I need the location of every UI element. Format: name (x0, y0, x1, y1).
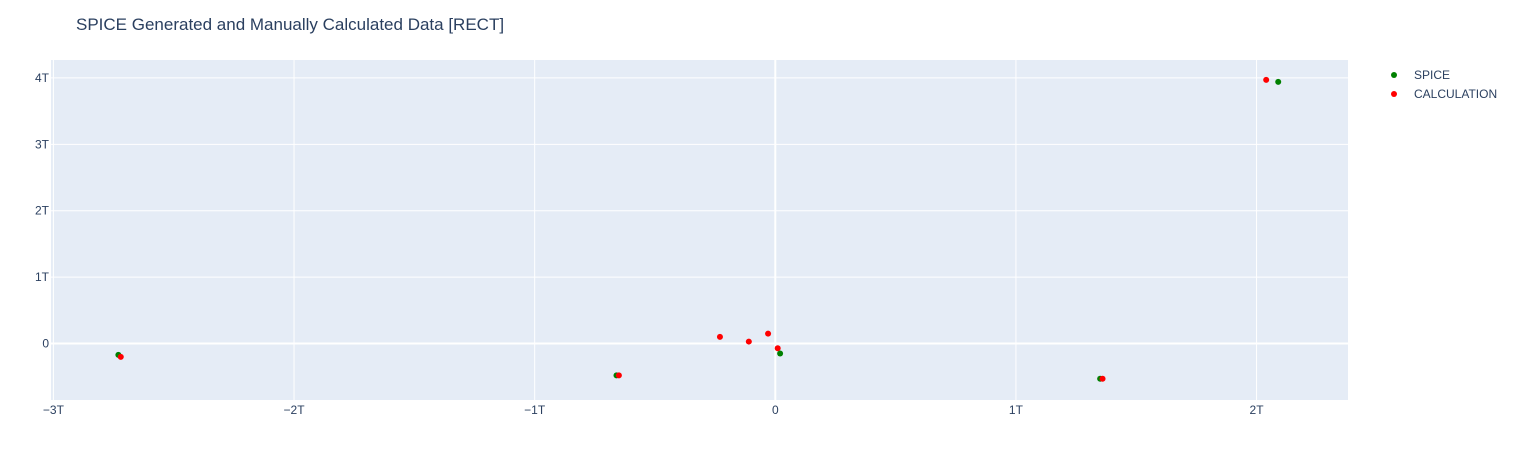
y-tick-label: 0 (42, 337, 49, 351)
legend[interactable]: SPICE CALCULATION (1391, 68, 1497, 101)
data-point[interactable] (615, 372, 622, 379)
data-point[interactable] (1099, 375, 1106, 382)
x-tick-label: −2T (284, 403, 306, 417)
data-points (115, 76, 1282, 382)
y-tick-label: 2T (35, 204, 50, 218)
data-point[interactable] (117, 353, 124, 360)
legend-item-calculation[interactable]: CALCULATION (1391, 87, 1497, 101)
legend-label: CALCULATION (1414, 87, 1497, 101)
data-point[interactable] (716, 333, 723, 340)
tick-labels: −3T −2T −1T 0 1T 2T 0 1T 2T 3T 4T (35, 71, 1264, 417)
y-tick-label: 3T (35, 137, 50, 151)
y-tick-label: 1T (35, 270, 50, 284)
x-tick-label: 2T (1250, 403, 1265, 417)
data-point[interactable] (1263, 76, 1270, 83)
data-point[interactable] (1275, 78, 1282, 85)
legend-label: SPICE (1414, 68, 1450, 82)
x-tick-label: −1T (524, 403, 546, 417)
x-tick-label: −3T (43, 403, 65, 417)
x-tick-label: 0 (772, 403, 779, 417)
series-calculation (117, 76, 1270, 382)
plot-area (51, 60, 1348, 400)
data-point[interactable] (765, 330, 772, 337)
x-tick-label: 1T (1009, 403, 1024, 417)
legend-item-spice[interactable]: SPICE (1391, 68, 1450, 82)
data-point[interactable] (745, 338, 752, 345)
legend-marker (1391, 91, 1397, 97)
y-tick-label: 4T (35, 71, 50, 85)
gridlines (51, 60, 1348, 400)
legend-marker (1391, 72, 1397, 78)
data-point[interactable] (774, 345, 781, 352)
chart-title: SPICE Generated and Manually Calculated … (76, 15, 504, 34)
data-point[interactable] (777, 350, 784, 357)
